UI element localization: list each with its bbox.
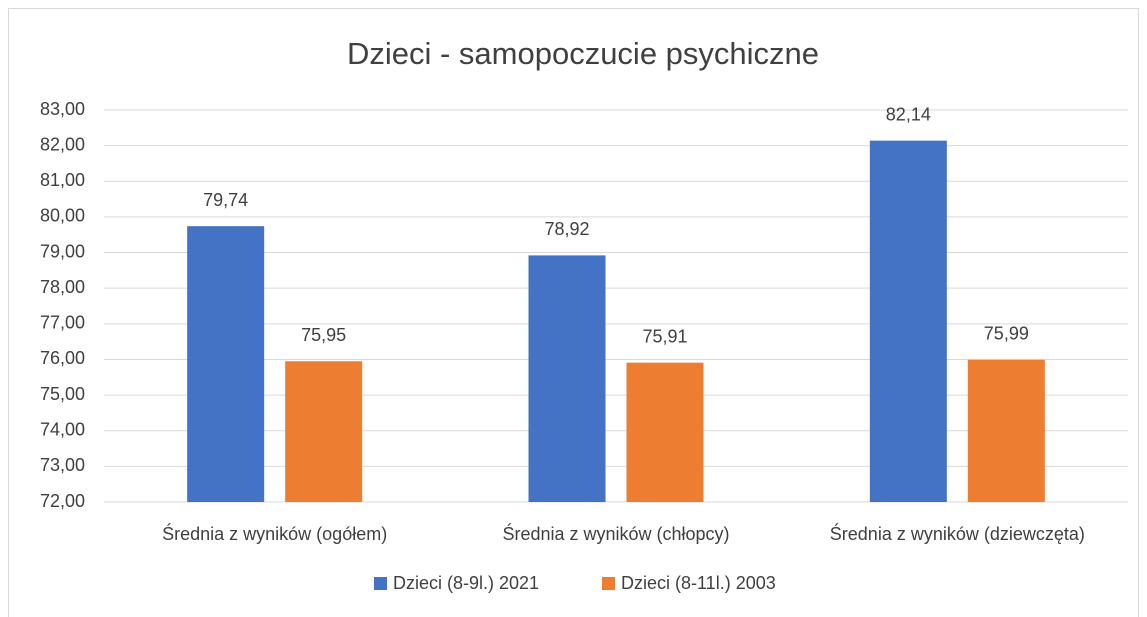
y-tick-label: 81,00 <box>40 170 85 190</box>
data-label: 82,14 <box>886 104 931 124</box>
x-tick-label: Średnia z wyników (chłopcy) <box>502 523 729 544</box>
legend-swatch <box>602 577 615 590</box>
y-tick-label: 78,00 <box>40 277 85 297</box>
data-label: 75,91 <box>642 326 687 346</box>
y-tick-label: 72,00 <box>40 491 85 511</box>
x-tick-label: Średnia z wyników (dziewczęta) <box>830 523 1085 544</box>
y-tick-label: 77,00 <box>40 313 85 333</box>
y-tick-label: 74,00 <box>40 419 85 439</box>
data-label: 79,74 <box>203 190 248 210</box>
x-tick-label: Średnia z wyników (ogółem) <box>162 523 387 544</box>
data-label: 75,95 <box>301 325 346 345</box>
y-tick-label: 73,00 <box>40 455 85 475</box>
bar <box>869 140 947 502</box>
bar <box>626 362 704 502</box>
chart-title: Dzieci - samopoczucie psychiczne <box>347 36 819 71</box>
bar <box>528 255 606 502</box>
y-tick-label: 79,00 <box>40 241 85 261</box>
bar <box>187 226 265 502</box>
y-tick-label: 76,00 <box>40 348 85 368</box>
bar <box>967 359 1045 502</box>
legend-label: Dzieci (8-11l.) 2003 <box>621 573 776 593</box>
y-tick-label: 83,00 <box>40 99 85 119</box>
y-tick-label: 80,00 <box>40 206 85 226</box>
legend-label: Dzieci (8-9l.) 2021 <box>393 573 539 593</box>
y-tick-label: 82,00 <box>40 134 85 154</box>
legend-swatch <box>374 577 387 590</box>
data-label: 75,99 <box>984 324 1029 344</box>
bar <box>285 361 363 502</box>
y-tick-label: 75,00 <box>40 384 85 404</box>
data-label: 78,92 <box>544 219 589 239</box>
